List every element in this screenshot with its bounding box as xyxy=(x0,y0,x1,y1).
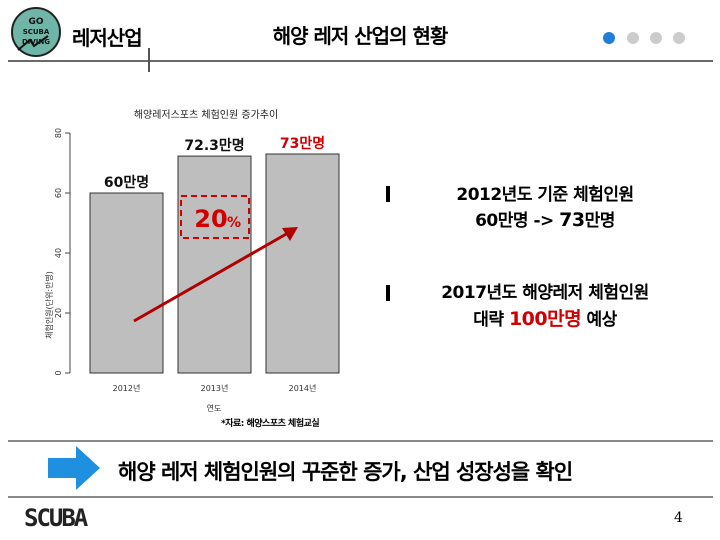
source-note: *자료: 해양스포츠 체험교실 xyxy=(221,419,320,429)
growth-annotation-unit: % xyxy=(227,215,241,231)
y-tick-label: 20 xyxy=(54,308,63,318)
banner-divider-bottom xyxy=(8,496,713,498)
y-tick-label: 60 xyxy=(54,188,63,198)
banner-divider-top xyxy=(8,440,713,442)
y-tick-label: 0 xyxy=(54,370,63,375)
trend-arrow-head xyxy=(282,227,298,241)
growth-annotation-box xyxy=(180,195,250,239)
slide-indicator-dot xyxy=(650,32,662,44)
footer-logo-text: SCUBA xyxy=(24,504,89,532)
growth-annotation-value: 20 xyxy=(194,205,227,233)
scuba-diving-logo: GO SCUBA DIVING xyxy=(11,7,61,57)
x-tick-label: 2013년 xyxy=(201,383,229,393)
trend-arrow-line xyxy=(133,231,289,323)
slide-indicator-dot xyxy=(673,32,685,44)
slide-indicator-dot xyxy=(627,32,639,44)
y-tick-label: 80 xyxy=(54,128,63,138)
slide-indicator-dot-active xyxy=(603,32,615,44)
bar-2012년 xyxy=(89,192,164,374)
bullet-marker xyxy=(386,186,390,202)
bar-value-labels: 60만명 72.3만명 73만명 xyxy=(104,135,325,191)
bars xyxy=(89,153,340,374)
bar-value-label: 72.3만명 xyxy=(184,137,244,154)
page-number: 4 xyxy=(674,510,683,526)
conclusion-text: 해양 레저 체험인원의 꾸준한 증가, 산업 성장성을 확인 xyxy=(118,460,573,484)
bullet-1-line2: 60만명 -> 73만명 xyxy=(475,209,615,231)
header-tick xyxy=(148,48,150,72)
svg-text:GO: GO xyxy=(28,17,43,27)
page-title: 해양 레저 산업의 현황 xyxy=(272,24,449,48)
x-tick-label: 2012년 xyxy=(113,383,141,393)
bullet-1-line1: 2012년도 기준 체험인원 xyxy=(456,185,634,205)
section-label: 레저산업 xyxy=(72,26,143,50)
bar-2014년 xyxy=(265,153,340,374)
header-divider xyxy=(8,60,713,62)
x-axis-label: 연도 xyxy=(207,404,222,413)
y-axis-label: 체험인원(단위:만명) xyxy=(44,271,54,339)
y-tick-label: 40 xyxy=(54,248,63,258)
y-axis: 0 20 40 60 80 xyxy=(54,128,71,376)
bar-value-label: 73만명 xyxy=(280,135,325,152)
x-tick-labels: 2012년 2013년 2014년 xyxy=(113,383,317,393)
bullet-2-line2: 대략 100만명 예상 xyxy=(473,308,617,330)
arrow-right-icon xyxy=(48,446,100,490)
bar-chart: 해양레저스포츠 체험인원 증가추이 0 20 40 60 80 60만명 72.3만명 73… xyxy=(44,108,340,413)
svg-text:DIVING: DIVING xyxy=(22,38,50,46)
bullet-2-line1: 2017년도 해양레저 체험인원 xyxy=(441,283,649,303)
chart-title: 해양레저스포츠 체험인원 증가추이 xyxy=(134,108,278,121)
scuba-footer-logo: SCUBA xyxy=(24,504,91,532)
x-tick-label: 2014년 xyxy=(289,383,317,393)
bar-value-label: 60만명 xyxy=(104,174,149,191)
bar-2013년 xyxy=(177,155,252,374)
bullet-marker xyxy=(386,285,390,301)
svg-text:SCUBA: SCUBA xyxy=(23,28,50,36)
